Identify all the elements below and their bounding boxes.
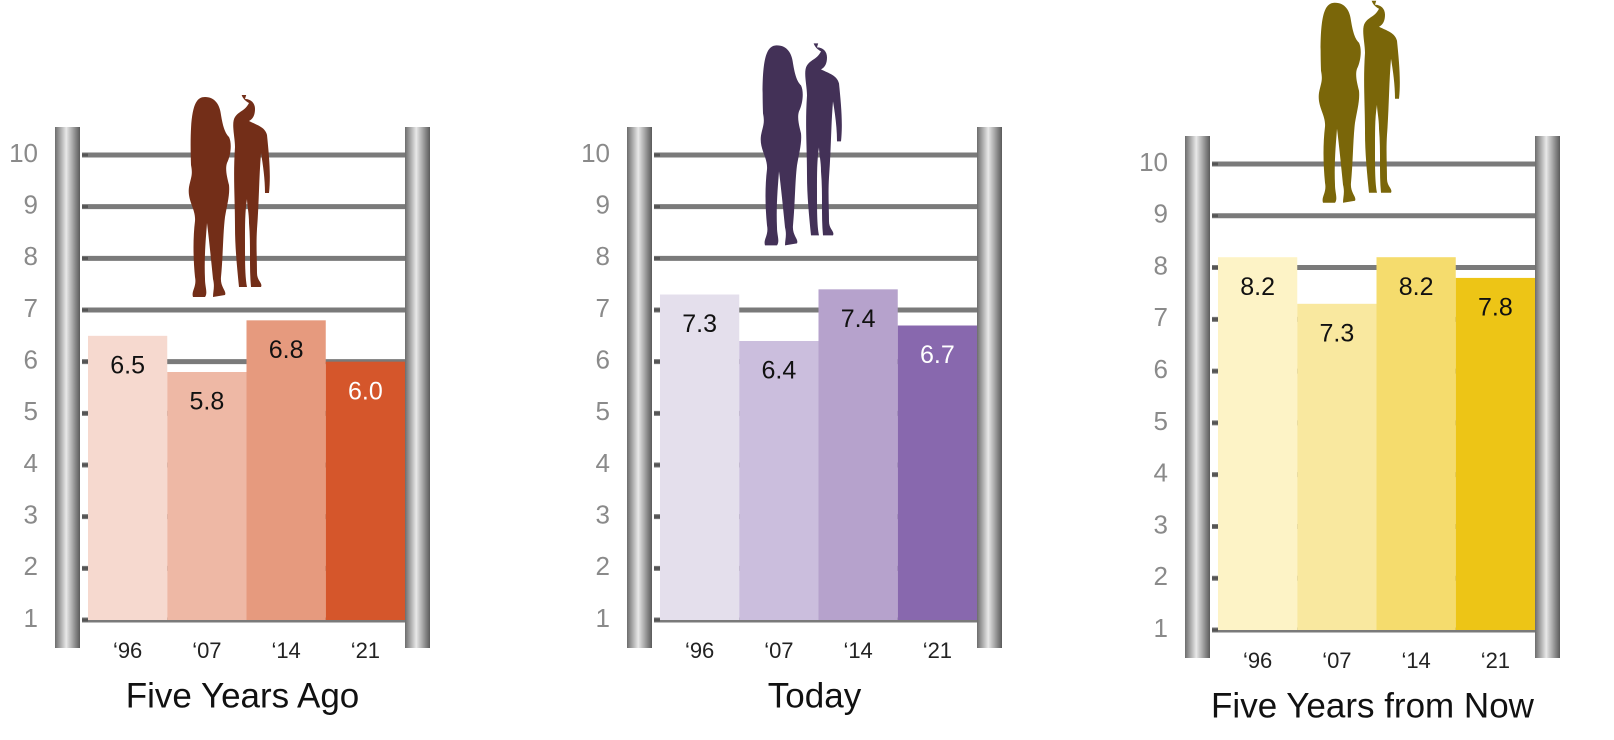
bar bbox=[739, 341, 819, 620]
x-tick-label: ‘07 bbox=[1322, 648, 1351, 673]
bar bbox=[167, 372, 247, 620]
x-tick-label: ‘07 bbox=[764, 638, 793, 663]
x-tick-label: ‘14 bbox=[1401, 648, 1430, 673]
x-tick-label: ‘21 bbox=[1481, 648, 1510, 673]
x-tick-label: ‘14 bbox=[843, 638, 872, 663]
value-label: 7.8 bbox=[1478, 294, 1513, 322]
y-tick-label: 6 bbox=[24, 345, 38, 375]
value-label: 5.8 bbox=[189, 388, 224, 416]
value-label: 8.2 bbox=[1399, 273, 1434, 301]
x-tick-label: ‘96 bbox=[1243, 648, 1272, 673]
ladder-rail bbox=[977, 127, 1002, 648]
value-label: 6.8 bbox=[269, 336, 304, 364]
ladder-rail bbox=[55, 127, 80, 648]
value-label: 7.3 bbox=[1319, 319, 1354, 347]
x-tick-label: ‘96 bbox=[685, 638, 714, 663]
y-tick-label: 4 bbox=[596, 448, 610, 478]
y-tick-label: 6 bbox=[1154, 354, 1168, 384]
value-label: 6.4 bbox=[761, 357, 796, 385]
x-tick-label: ‘21 bbox=[351, 638, 380, 663]
x-tick-label: ‘07 bbox=[192, 638, 221, 663]
y-tick-label: 7 bbox=[24, 293, 38, 323]
y-tick-label: 10 bbox=[9, 138, 38, 168]
bar bbox=[88, 335, 168, 620]
y-tick-label: 5 bbox=[24, 396, 38, 426]
x-tick-label: ‘14 bbox=[271, 638, 300, 663]
value-label: 6.0 bbox=[348, 377, 383, 405]
y-tick-label: 8 bbox=[596, 241, 610, 271]
couple-silhouette bbox=[1318, 0, 1400, 203]
bar bbox=[1376, 257, 1456, 630]
y-tick-label: 3 bbox=[1154, 509, 1168, 539]
value-label: 8.2 bbox=[1240, 273, 1275, 301]
bar bbox=[1455, 277, 1535, 630]
y-tick-label: 2 bbox=[596, 551, 610, 581]
bar bbox=[660, 294, 740, 620]
ladder-rail bbox=[627, 127, 652, 648]
bar bbox=[897, 325, 977, 620]
chart-title: Five Years from Now bbox=[1211, 686, 1535, 725]
y-tick-label: 2 bbox=[1154, 561, 1168, 591]
y-tick-label: 7 bbox=[596, 293, 610, 323]
y-tick-label: 3 bbox=[24, 500, 38, 530]
ladder-rail bbox=[1185, 136, 1210, 658]
ladder-rail bbox=[1535, 136, 1560, 658]
y-tick-label: 9 bbox=[596, 190, 610, 220]
y-tick-label: 2 bbox=[24, 551, 38, 581]
bar bbox=[1218, 257, 1298, 630]
y-tick-label: 3 bbox=[596, 500, 610, 530]
couple-silhouette bbox=[760, 43, 842, 246]
value-label: 6.7 bbox=[920, 341, 955, 369]
y-tick-label: 9 bbox=[24, 190, 38, 220]
y-tick-label: 4 bbox=[1154, 458, 1168, 488]
x-tick-label: ‘96 bbox=[113, 638, 142, 663]
y-tick-label: 9 bbox=[1154, 199, 1168, 229]
y-tick-label: 1 bbox=[596, 603, 610, 633]
y-tick-label: 8 bbox=[1154, 250, 1168, 280]
y-tick-label: 7 bbox=[1154, 302, 1168, 332]
y-tick-label: 8 bbox=[24, 241, 38, 271]
x-tick-label: ‘21 bbox=[923, 638, 952, 663]
y-tick-label: 10 bbox=[581, 138, 610, 168]
y-tick-label: 1 bbox=[1154, 613, 1168, 643]
bar bbox=[325, 361, 405, 620]
y-tick-label: 1 bbox=[24, 603, 38, 633]
value-label: 7.4 bbox=[841, 305, 876, 333]
y-tick-label: 10 bbox=[1139, 147, 1168, 177]
couple-silhouette bbox=[188, 95, 270, 297]
y-tick-label: 5 bbox=[596, 396, 610, 426]
chart-title: Today bbox=[768, 676, 862, 715]
value-label: 7.3 bbox=[682, 310, 717, 338]
value-label: 6.5 bbox=[110, 351, 145, 379]
bar bbox=[818, 289, 898, 620]
y-tick-label: 4 bbox=[24, 448, 38, 478]
panel: 1 2 3 4 5 6 7 8 9 10 6.5 ‘96 5.8 ‘07 6.8 ‘14 6.0 ‘21 Five … bbox=[9, 95, 430, 715]
y-tick-label: 6 bbox=[596, 345, 610, 375]
bar bbox=[1297, 303, 1377, 630]
panel: 1 2 3 4 5 6 7 8 9 10 7.3 ‘96 6.4 ‘07 7.4 ‘14 6.7 ‘21 Today bbox=[581, 43, 1002, 715]
y-tick-label: 5 bbox=[1154, 406, 1168, 436]
panel: 1 2 3 4 5 6 7 8 9 10 8.2 ‘96 7.3 ‘07 8.2 ‘14 7.8 ‘21 Five … bbox=[1139, 0, 1560, 725]
ladder-rail bbox=[405, 127, 430, 648]
chart-title: Five Years Ago bbox=[126, 676, 360, 715]
bar bbox=[246, 320, 326, 620]
